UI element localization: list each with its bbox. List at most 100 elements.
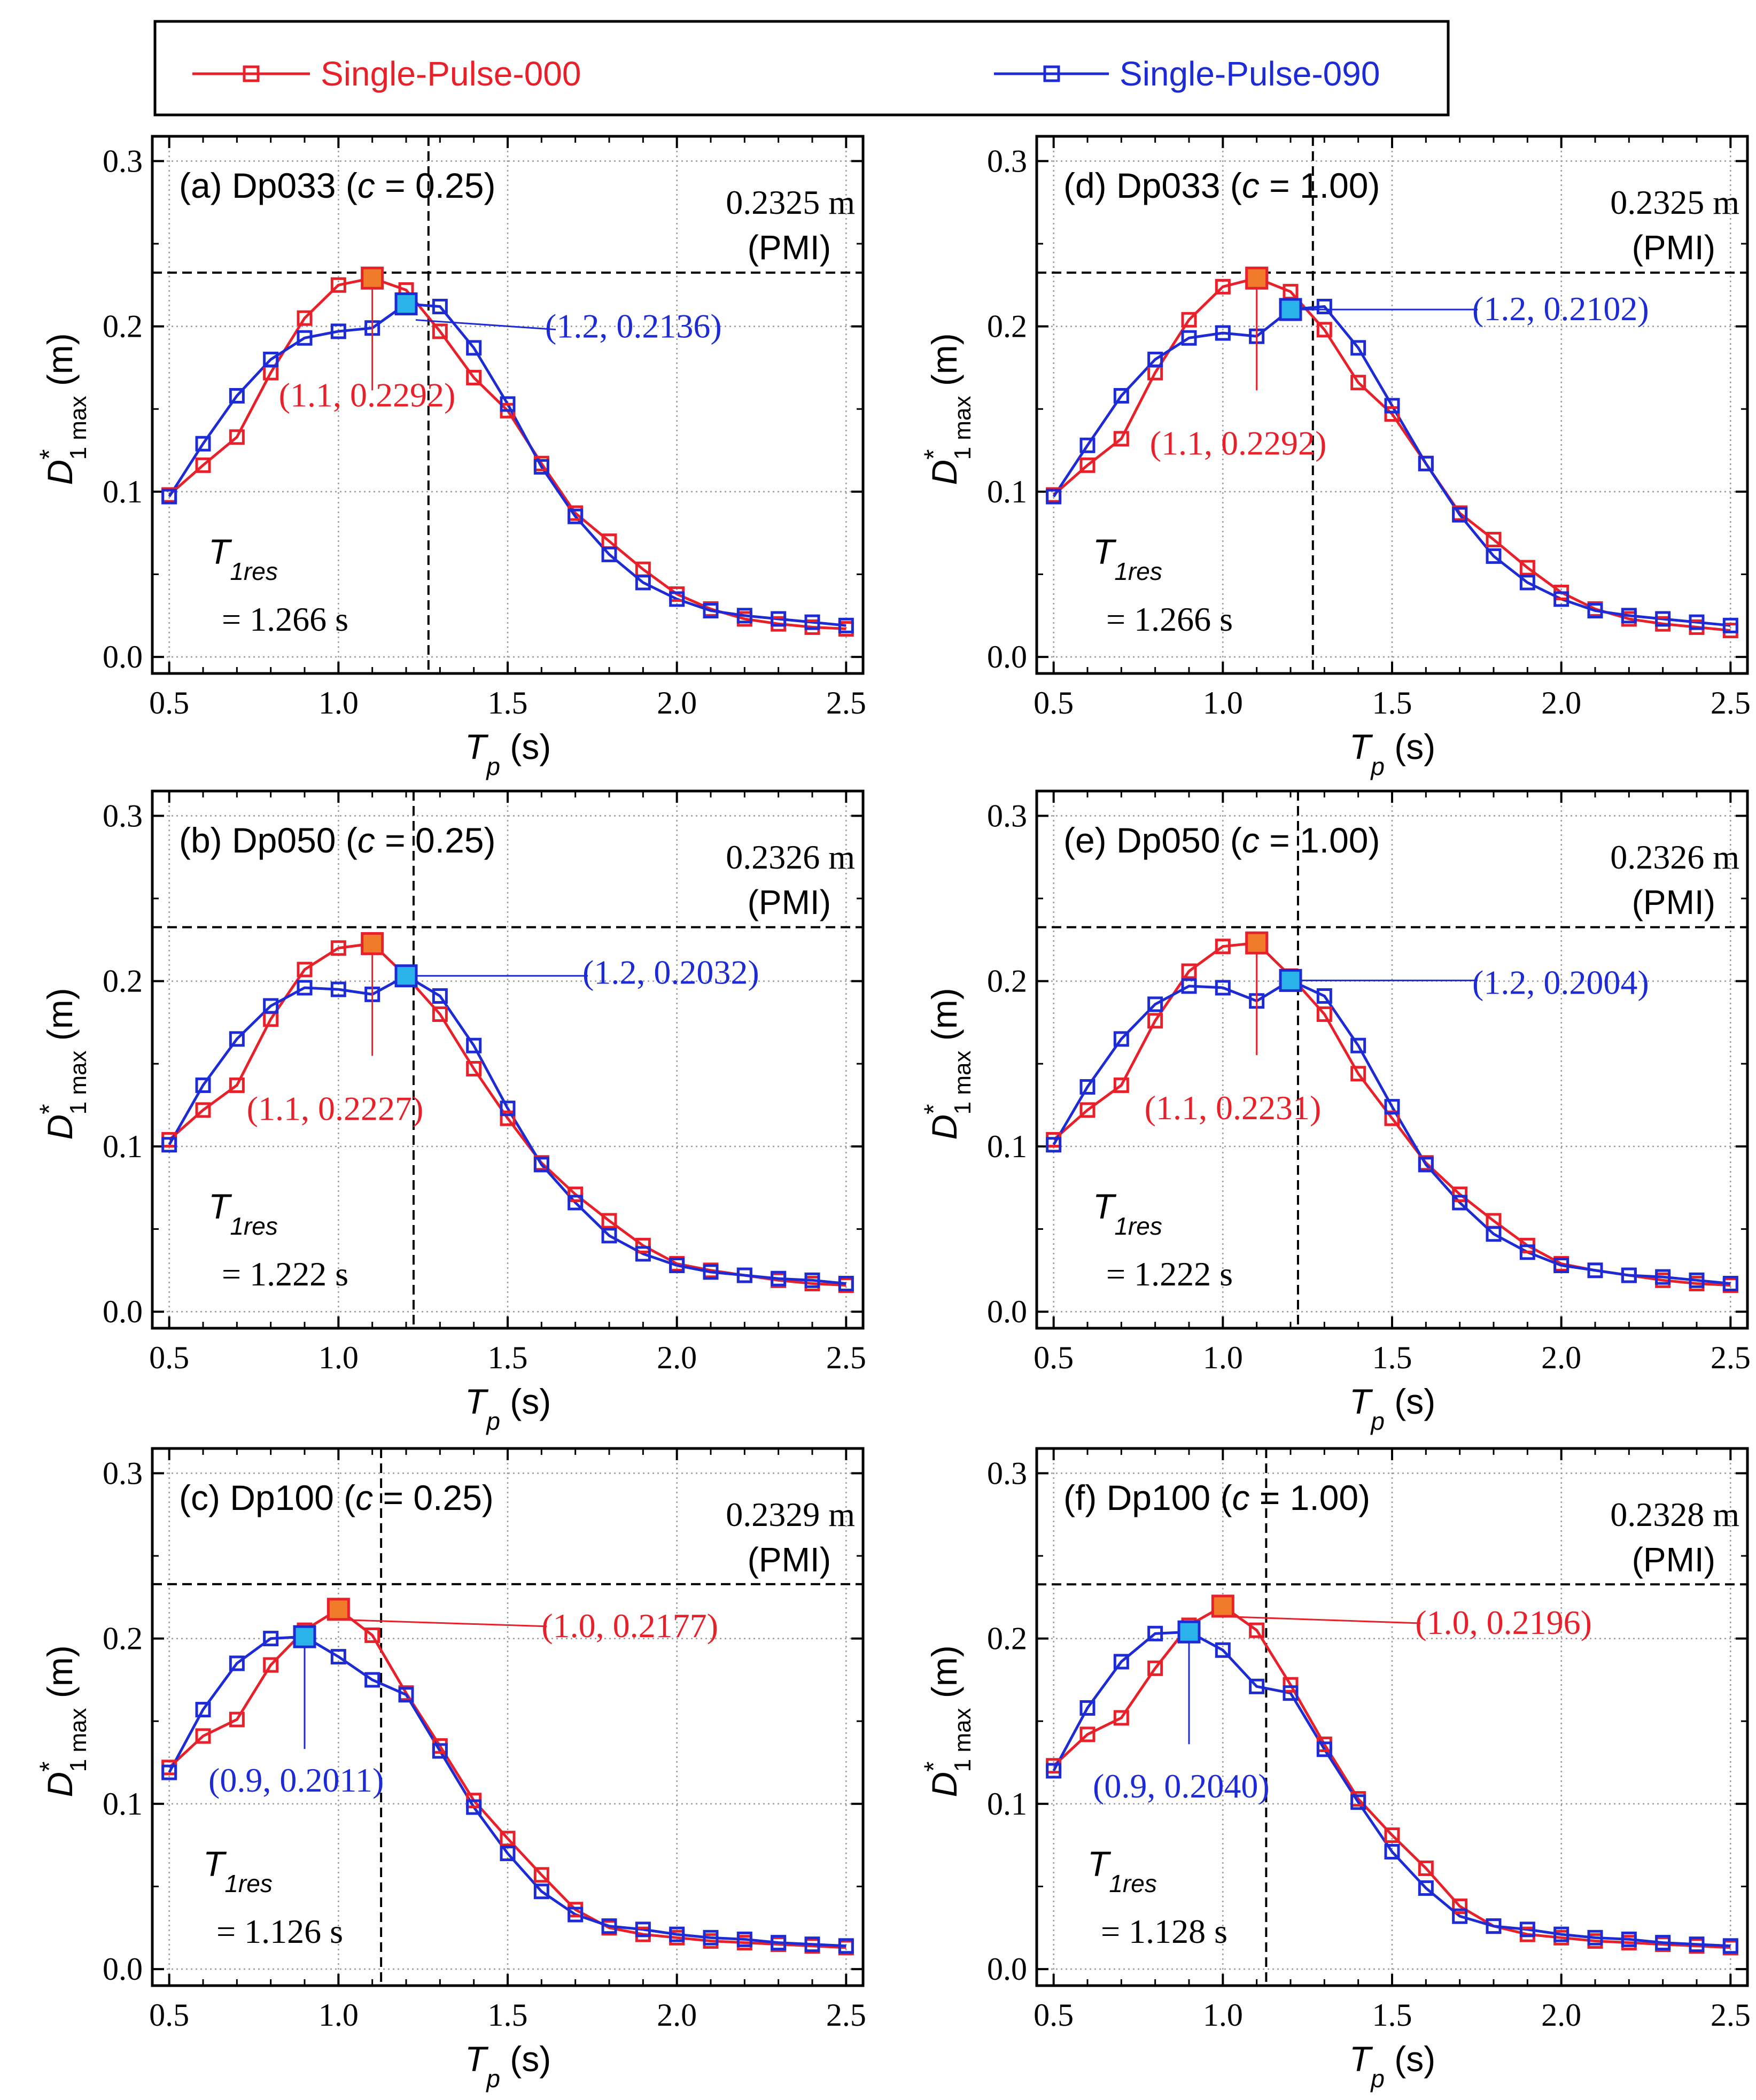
data-point-090 [1215,1642,1231,1658]
y-tick-label: 0.2 [103,1621,143,1656]
data-point-090 [1079,1079,1095,1095]
peak-marker-000 [327,1598,350,1621]
panel-title-prefix: (b) Dp050 ( [179,820,358,860]
y-axis-label: D*1 max (m) [919,1645,976,1797]
data-point-000 [1519,560,1535,576]
pmi-label: (PMI) [748,1540,831,1579]
peak-marker-000 [1245,266,1269,290]
data-point-090 [1215,980,1231,996]
tres-value: = 1.126 s [216,1912,343,1950]
data-point-090 [1384,1099,1400,1115]
x-axis-label-sub: p [485,1407,500,1435]
data-point-090 [1587,602,1603,618]
y-axis-label-main: D [40,1114,80,1140]
data-point-090 [1079,437,1095,453]
data-point-090 [669,1926,685,1942]
panel-title-prefix: (e) Dp050 ( [1063,820,1242,860]
data-point-090 [364,1672,380,1688]
y-tick-label: 0.3 [103,798,143,833]
data-point-090 [330,1649,346,1665]
peak-label: (1.1, 0.2227) [247,1089,424,1127]
x-axis-label-unit: (s) [1385,727,1435,766]
tres-value: = 1.266 s [222,600,348,638]
y-axis-label-sup: * [919,1104,949,1114]
peak-label: (1.0, 0.2177) [541,1607,718,1645]
data-point-000 [1181,312,1197,328]
panel-title-prefix: (d) Dp033 ( [1063,166,1242,205]
panel-title: (d) Dp033 (c = 1.00) [1063,166,1380,205]
x-axis-label-unit: (s) [1385,1382,1435,1421]
panel-title: (f) Dp100 (c = 1.00) [1063,1478,1370,1517]
data-point-090 [1553,1926,1569,1942]
data-point-090 [1316,299,1332,315]
y-axis-label-sup: * [919,1761,949,1771]
peak-marker-000 [361,266,384,290]
x-tick-label: 1.0 [1203,1340,1243,1375]
peak-marker-000 [1211,1594,1234,1618]
panel-d: 0.5 1.0 1.5 2.0 2.5 0.0 0.1 0.2 0.3 Tp (s) D*1 max… [919,135,1751,780]
x-tick-label: 1.0 [318,1997,359,2033]
tres-label-sub: 1res [230,1212,277,1240]
panel-title-suffix: = 1.00) [1249,1478,1370,1517]
data-point-090 [736,1931,752,1947]
x-axis-label: Tp (s) [465,2039,551,2093]
data-point-090 [1689,1936,1705,1952]
y-axis-label: D*1 max (m) [919,988,976,1140]
y-axis-label: D*1 max (m) [34,988,91,1140]
data-point-000 [601,1213,617,1229]
series-line-090 [1052,979,1731,1285]
peak-marker-090 [394,292,418,316]
data-point-090 [330,981,346,997]
x-tick-label: 0.5 [149,685,189,720]
y-tick-label: 0.3 [987,1455,1027,1491]
y-axis-label-sub: 1 max [950,1051,976,1115]
data-point-000 [1147,1660,1163,1676]
x-tick-label: 2.0 [657,685,697,720]
data-point-090 [771,611,787,627]
pmi-label: (PMI) [1632,1540,1715,1579]
data-point-090 [1621,608,1637,624]
x-axis-label-unit: (s) [500,727,551,766]
data-point-090 [1316,1741,1332,1757]
data-point-090 [635,575,651,591]
y-tick-label: 0.1 [987,474,1027,509]
x-tick-label: 1.0 [318,685,359,720]
pmi-value: 0.2326 m [726,838,855,876]
data-point-090 [1553,591,1569,607]
y-axis-label-sup: * [919,449,949,459]
y-axis-label-unit: (m) [40,1645,80,1708]
data-point-090 [568,508,584,524]
data-point-000 [432,1006,448,1022]
data-point-000 [195,1728,211,1744]
x-axis-label-main: T [465,727,489,766]
data-point-000 [364,1627,380,1643]
data-point-000 [1486,532,1502,548]
panel-title-suffix: = 0.25) [375,820,496,860]
y-tick-label: 0.1 [103,1129,143,1164]
peak-label: (1.2, 0.2032) [582,954,759,991]
data-point-000 [330,940,346,956]
peak-label: (0.9, 0.2040) [1093,1767,1270,1805]
x-axis-label: Tp (s) [1349,1382,1435,1435]
peak-marker-090 [1279,968,1302,992]
data-point-090 [500,1101,516,1117]
y-axis-label: D*1 max (m) [34,333,91,485]
data-point-090 [804,614,820,630]
peak-leader [348,1619,547,1628]
y-tick-label: 0.3 [987,143,1027,179]
data-point-090 [703,602,719,618]
pmi-value: 0.2328 m [1610,1495,1739,1533]
tres-label-sub: 1res [1114,1212,1162,1240]
x-tick-label: 0.5 [1034,685,1074,720]
data-point-090 [1452,1195,1468,1211]
panel-title-prefix: (a) Dp033 ( [179,166,358,205]
pmi-label: (PMI) [748,228,831,267]
data-point-090 [1519,575,1535,591]
y-tick-label: 0.1 [103,474,143,509]
data-point-090 [1147,996,1163,1012]
y-tick-label: 0.3 [103,143,143,179]
x-tick-label: 0.5 [1034,1997,1074,2033]
x-axis-label-unit: (s) [500,2039,551,2079]
y-tick-label: 0.2 [987,1621,1027,1656]
